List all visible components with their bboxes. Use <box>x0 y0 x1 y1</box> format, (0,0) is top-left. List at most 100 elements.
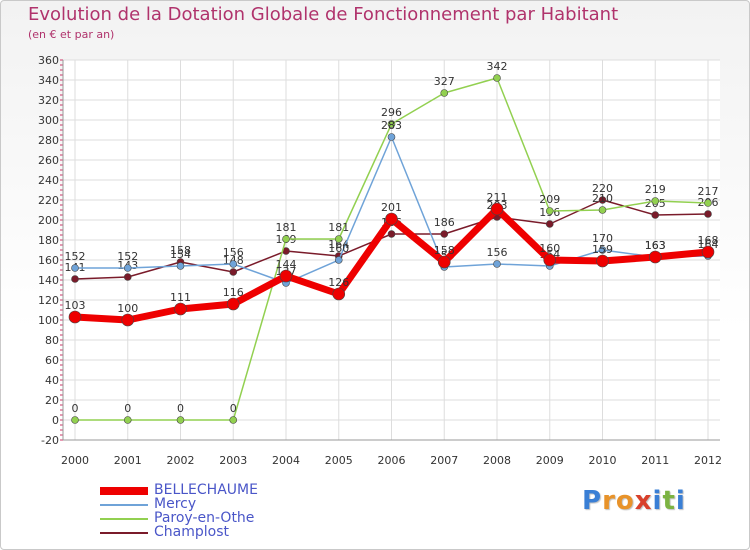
data-point-bellechaume <box>648 250 662 264</box>
data-label-bellechaume: 159 <box>592 243 613 256</box>
data-label-paroy-en-othe: 0 <box>177 402 184 415</box>
legend-swatch <box>100 504 148 506</box>
legend-label: Paroy-en-Othe <box>154 510 255 526</box>
data-label-bellechaume: 158 <box>434 244 455 257</box>
data-label-mercy: 154 <box>170 248 191 261</box>
y-tick-label: 160 <box>38 254 59 267</box>
data-point-paroy-en-othe <box>387 120 396 128</box>
x-tick-label: 2000 <box>61 454 89 467</box>
legend-swatch <box>100 532 148 534</box>
data-label-paroy-en-othe: 181 <box>276 221 297 234</box>
data-point-bellechaume <box>701 245 715 259</box>
data-point-bellechaume <box>174 302 187 316</box>
x-tick-label: 2001 <box>114 454 142 467</box>
legend-swatch <box>100 487 148 495</box>
data-label-bellechaume: 160 <box>539 242 560 255</box>
chart-subtitle: (en € et par an) <box>28 28 115 41</box>
data-point-bellechaume <box>543 253 557 267</box>
data-point-bellechaume <box>437 255 451 269</box>
data-point-bellechaume <box>385 212 398 226</box>
data-point-champlost <box>704 210 712 218</box>
data-point-paroy-en-othe <box>282 235 290 243</box>
data-label-paroy-en-othe: 0 <box>72 402 79 415</box>
y-tick-label: 140 <box>38 274 59 287</box>
y-tick-label: 200 <box>38 214 59 227</box>
data-point-mercy <box>123 264 132 272</box>
data-label-bellechaume: 100 <box>117 302 138 315</box>
y-tick-label: -20 <box>41 434 59 447</box>
y-tick-label: 360 <box>38 54 59 67</box>
proxiti-logo: Proxiti <box>582 486 686 516</box>
data-point-champlost <box>229 268 238 276</box>
data-label-bellechaume: 144 <box>276 258 297 271</box>
x-tick-label: 2008 <box>483 454 511 467</box>
data-point-mercy <box>334 256 343 264</box>
data-point-mercy <box>229 260 238 268</box>
data-label-mercy: 160 <box>328 242 349 255</box>
data-point-champlost <box>123 273 132 281</box>
data-point-champlost <box>71 275 79 283</box>
data-label-mercy: 170 <box>592 232 613 245</box>
x-tick-label: 2003 <box>219 454 247 467</box>
y-tick-label: 180 <box>38 234 59 247</box>
data-label-paroy-en-othe: 342 <box>487 60 508 73</box>
data-point-paroy-en-othe <box>651 197 660 205</box>
data-label-paroy-en-othe: 327 <box>434 75 455 88</box>
logo-letter: t <box>662 486 676 516</box>
data-label-mercy: 152 <box>65 250 86 263</box>
data-point-paroy-en-othe <box>334 235 343 243</box>
data-point-paroy-en-othe <box>545 207 554 215</box>
x-tick-label: 2011 <box>641 454 669 467</box>
y-tick-label: 260 <box>38 154 59 167</box>
y-tick-label: 320 <box>38 94 59 107</box>
data-label-paroy-en-othe: 219 <box>645 183 666 196</box>
data-point-paroy-en-othe <box>123 416 132 424</box>
data-label-paroy-en-othe: 0 <box>230 402 237 415</box>
data-label-paroy-en-othe: 210 <box>592 192 613 205</box>
legend-label: Mercy <box>154 496 197 512</box>
logo-letter: P <box>582 486 603 516</box>
x-tick-label: 2002 <box>167 454 195 467</box>
y-tick-label: 340 <box>38 74 59 87</box>
x-tick-label: 2009 <box>536 454 564 467</box>
legend-swatch <box>100 518 148 520</box>
logo-letter: o <box>615 486 635 516</box>
data-label-champlost: 186 <box>434 216 455 229</box>
logo-letter: r <box>602 486 616 516</box>
y-tick-label: 20 <box>45 394 59 407</box>
data-point-paroy-en-othe <box>598 206 607 214</box>
y-tick-label: 100 <box>38 314 59 327</box>
y-tick-label: 40 <box>45 374 59 387</box>
data-label-bellechaume: 116 <box>223 286 244 299</box>
data-label-mercy: 163 <box>645 239 666 252</box>
data-label-mercy: 156 <box>223 246 244 259</box>
x-tick-label: 2005 <box>325 454 353 467</box>
data-point-champlost <box>387 230 396 238</box>
y-tick-label: 120 <box>38 294 59 307</box>
x-tick-label: 2004 <box>272 454 300 467</box>
data-label-paroy-en-othe: 181 <box>328 221 349 234</box>
data-label-paroy-en-othe: 217 <box>698 185 719 198</box>
y-tick-label: 60 <box>45 354 59 367</box>
data-label-bellechaume: 111 <box>170 291 191 304</box>
data-label-bellechaume: 163 <box>645 239 666 252</box>
x-tick-label: 2007 <box>430 454 458 467</box>
x-tick-label: 2006 <box>378 454 406 467</box>
data-point-bellechaume <box>226 297 240 311</box>
y-tick-label: 300 <box>38 114 59 127</box>
y-tick-label: 80 <box>45 334 59 347</box>
data-label-bellechaume: 103 <box>65 299 86 312</box>
data-point-mercy <box>598 246 607 254</box>
y-tick-label: 0 <box>52 414 59 427</box>
data-label-mercy: 156 <box>487 246 508 259</box>
data-point-mercy <box>387 133 396 141</box>
data-point-champlost <box>545 220 554 228</box>
data-point-champlost <box>598 196 607 204</box>
data-label-bellechaume: 201 <box>381 201 402 214</box>
logo-letter: x <box>634 486 653 516</box>
data-label-mercy: 283 <box>381 119 402 132</box>
logo-letter: i <box>652 486 663 516</box>
legend-label: BELLECHAUME <box>154 482 258 498</box>
data-point-bellechaume <box>121 313 135 327</box>
